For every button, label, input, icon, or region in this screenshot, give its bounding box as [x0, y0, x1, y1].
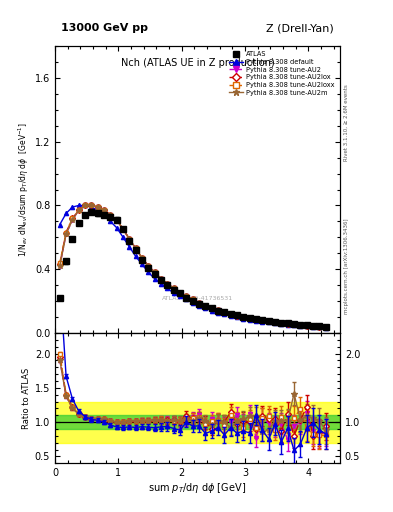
Text: mcplots.cern.ch [arXiv:1306.3436]: mcplots.cern.ch [arXiv:1306.3436]: [344, 219, 349, 314]
Text: ATLAS-2019-41736531: ATLAS-2019-41736531: [162, 296, 233, 301]
X-axis label: sum $p_T$/d$\eta$ d$\phi$ [GeV]: sum $p_T$/d$\eta$ d$\phi$ [GeV]: [149, 481, 246, 495]
Text: Nch (ATLAS UE in Z production): Nch (ATLAS UE in Z production): [121, 57, 274, 68]
Y-axis label: Ratio to ATLAS: Ratio to ATLAS: [22, 368, 31, 429]
Legend: ATLAS, Pythia 8.308 default, Pythia 8.308 tune-AU2, Pythia 8.308 tune-AU2lox, Py: ATLAS, Pythia 8.308 default, Pythia 8.30…: [227, 50, 337, 98]
Text: Z (Drell-Yan): Z (Drell-Yan): [266, 23, 334, 33]
Y-axis label: 1/N$_{ev}$ dN$_{ev}$/dsum p$_T$/d$\eta$ d$\phi$  [GeV$^{-1}$]: 1/N$_{ev}$ dN$_{ev}$/dsum p$_T$/d$\eta$ …: [16, 122, 31, 257]
Text: Rivet 3.1.10, ≥ 2.6M events: Rivet 3.1.10, ≥ 2.6M events: [344, 84, 349, 161]
Text: 13000 GeV pp: 13000 GeV pp: [61, 23, 148, 33]
